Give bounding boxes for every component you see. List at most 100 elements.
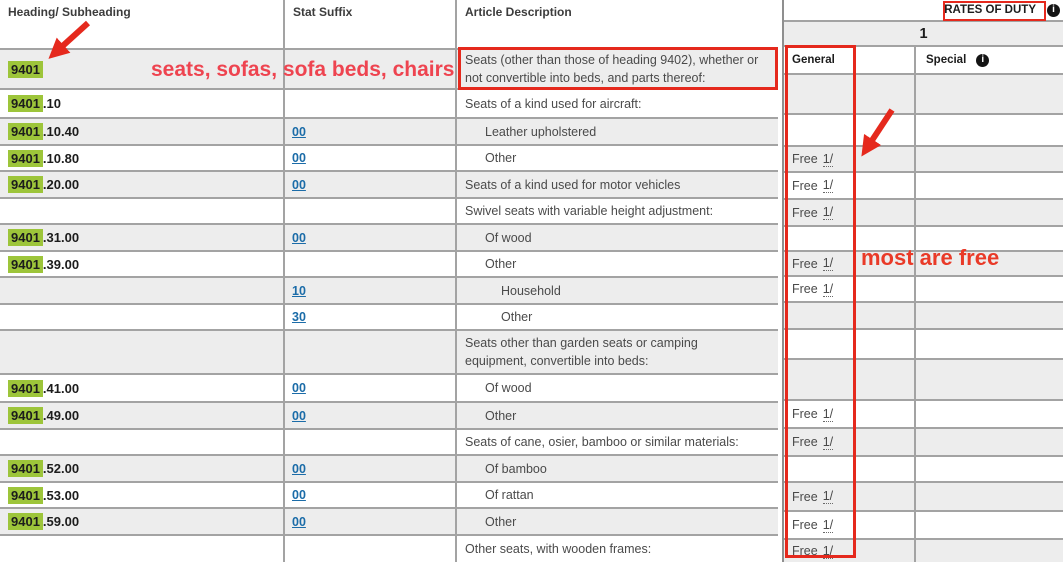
general-rate-cell: Free 1/ [784, 483, 916, 510]
heading-code-highlight: 9401 [8, 255, 43, 273]
stat-suffix-cell [285, 536, 457, 562]
general-rate-cell [784, 360, 916, 399]
footnote-link[interactable]: 1/ [822, 434, 834, 450]
article-description-text: Swivel seats with variable height adjust… [465, 204, 714, 218]
stat-suffix-column-header: Stat Suffix [285, 0, 457, 48]
stat-suffix-link[interactable]: 00 [292, 461, 306, 476]
special-info-icon[interactable]: i [976, 53, 990, 67]
footnote-link[interactable]: 1/ [822, 406, 834, 422]
heading-cell: 9401.59.00 [0, 509, 285, 534]
stat-suffix-cell: 30 [285, 305, 457, 329]
footnote-link[interactable]: 1/ [822, 256, 834, 271]
general-rate-cell: Free 1/ [784, 277, 916, 301]
heading-code: 9401.20.00 [8, 176, 79, 193]
stat-suffix-link[interactable]: 00 [292, 514, 306, 529]
heading-cell [0, 536, 285, 562]
rate-row: Free 1/ [784, 483, 1063, 512]
stat-suffix-cell [285, 199, 457, 223]
stat-suffix-cell [285, 50, 457, 88]
special-rate-cell [916, 277, 1063, 301]
duty-rate-free: Free [792, 152, 818, 166]
heading-code-highlight: 9401 [8, 486, 43, 504]
general-rate-cell: Free 1/ [784, 540, 916, 562]
stat-suffix-link[interactable]: 00 [292, 488, 306, 502]
description-cell: Of wood [457, 225, 778, 250]
stat-suffix-cell: 00 [285, 119, 457, 144]
article-description-text: Of rattan [485, 488, 534, 502]
article-description-text: Other [485, 257, 517, 271]
heading-code-highlight: 9401 [8, 123, 43, 140]
article-description-text: Seats of a kind used for aircraft: [465, 96, 642, 111]
general-rate-cell: Free 1/ [784, 173, 916, 198]
rates-of-duty-info-icon[interactable]: i [1047, 3, 1060, 17]
table-row: 10 Household [0, 278, 778, 305]
article-description-text: Household [501, 283, 561, 298]
footnote-link[interactable]: 1/ [822, 151, 834, 167]
article-description-text: Seats of a kind used for motor vehicles [465, 177, 681, 192]
general-rate-cell [784, 75, 916, 113]
description-cell: Other [457, 509, 778, 534]
table-row: 9401.20.00 00 Seats of a kind used for mot… [0, 172, 778, 199]
description-cell: Seats (other than those of heading 9402)… [457, 50, 778, 88]
footnote-link[interactable]: 1/ [822, 517, 834, 533]
heading-cell: 9401.10 [0, 90, 285, 117]
footnote-link[interactable]: 1/ [822, 543, 834, 559]
heading-code-highlight: 9401 [8, 149, 43, 167]
table-row: Seats of cane, osier, bamboo or similar … [0, 430, 778, 456]
table-row: 30 Other [0, 305, 778, 331]
heading-code-highlight: 9401 [8, 379, 43, 397]
stat-suffix-link[interactable]: 00 [292, 381, 306, 395]
rate-row [784, 115, 1063, 147]
heading-code-highlight: 9401 [8, 176, 43, 193]
article-description-text: Seats (other than those of heading 9402)… [465, 53, 759, 85]
heading-cell: 9401.52.00 [0, 456, 285, 481]
general-rate-cell [784, 115, 916, 145]
stat-suffix-link[interactable]: 30 [292, 310, 306, 324]
stat-suffix-link[interactable]: 00 [292, 177, 306, 192]
heading-code-highlight: 9401 [8, 60, 43, 78]
duty-rate-free: Free [792, 205, 818, 220]
article-description-text: Seats of cane, osier, bamboo or similar … [465, 435, 739, 449]
description-cell: Of bamboo [457, 456, 778, 481]
stat-suffix-link[interactable]: 00 [292, 408, 306, 423]
heading-code-highlight: 9401 [8, 407, 43, 424]
stat-suffix-cell: 00 [285, 456, 457, 481]
description-cell: Household [457, 278, 778, 303]
footnote-link[interactable]: 1/ [822, 178, 834, 193]
article-description-column-header: Article Description [465, 5, 572, 19]
description-cell: Seats other than garden seats or camping… [457, 331, 778, 373]
stat-suffix-cell [285, 331, 457, 373]
stat-suffix-cell [285, 252, 457, 276]
table-row: 9401 Seats (other than those of heading 9… [0, 50, 778, 90]
rate-row [784, 75, 1063, 115]
heading-code-highlight: 9401 [8, 229, 43, 246]
general-rate-cell: Free 1/ [784, 429, 916, 455]
general-rate-cell [784, 330, 916, 358]
special-rate-cell [916, 173, 1063, 198]
rates-of-duty-title: RATES OF DUTY [944, 4, 1036, 16]
special-column-label: Special [926, 54, 967, 66]
stat-suffix-link[interactable]: 10 [292, 283, 306, 298]
rates-of-duty-panel: RATES OF DUTY i 1 General Special i Free… [782, 0, 1063, 562]
heading-cell [0, 331, 285, 373]
table-row: 9401.53.00 00 Of rattan [0, 483, 778, 509]
heading-code-highlight: 9401 [8, 95, 43, 112]
stat-suffix-cell [285, 430, 457, 454]
article-description-text: Other [485, 151, 517, 165]
footnote-link[interactable]: 1/ [822, 205, 834, 220]
stat-suffix-link[interactable]: 00 [292, 124, 306, 139]
heading-cell [0, 278, 285, 303]
special-rate-cell [916, 457, 1063, 481]
footnote-link[interactable]: 1/ [822, 281, 834, 297]
special-rate-cell [916, 360, 1063, 399]
special-rate-cell [916, 401, 1063, 427]
special-rate-cell [916, 512, 1063, 538]
stat-suffix-link[interactable]: 00 [292, 230, 306, 245]
table-row: 9401.10.40 00 Leather upholstered [0, 119, 778, 146]
description-cell: Other seats, with wooden frames: [457, 536, 778, 562]
article-description-text: Of wood [485, 381, 532, 395]
footnote-link[interactable]: 1/ [822, 489, 834, 504]
duty-rate-free: Free [792, 282, 818, 296]
general-rate-cell: Free 1/ [784, 401, 916, 427]
stat-suffix-link[interactable]: 00 [292, 151, 306, 165]
